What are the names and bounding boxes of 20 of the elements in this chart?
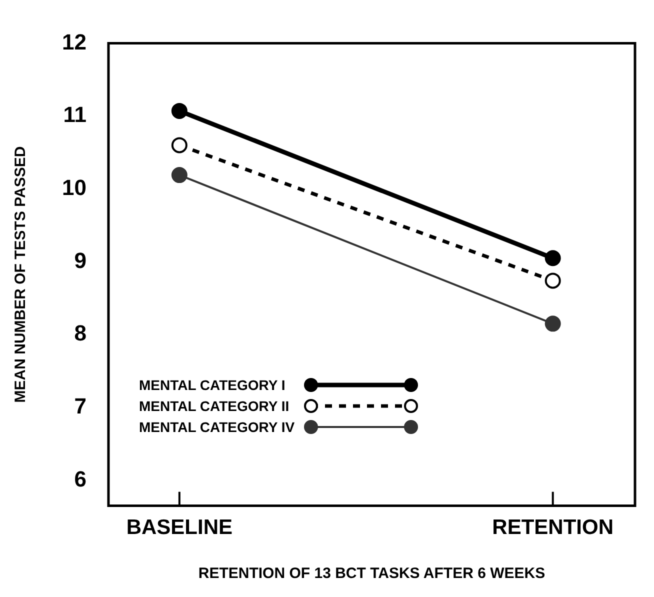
y-tick-label: 9 bbox=[74, 248, 86, 273]
point bbox=[171, 102, 188, 119]
point bbox=[544, 272, 561, 289]
y-tick-label: 8 bbox=[74, 320, 86, 346]
legend-label: MENTAL CATEGORY IV bbox=[139, 418, 296, 436]
y-tick-label: 7 bbox=[74, 394, 86, 419]
x-axis-title: RETENTION OF 13 BCT TASKS AFTER 6 WEEKS bbox=[198, 565, 546, 582]
y-tick-label: 6 bbox=[74, 466, 86, 492]
point bbox=[171, 167, 188, 184]
x-tick-label: RETENTION bbox=[492, 516, 614, 540]
legend-label: MENTAL CATEGORY II bbox=[139, 396, 290, 416]
y-tick-label: 10 bbox=[62, 174, 86, 200]
y-tick-label: 11 bbox=[63, 102, 86, 128]
point bbox=[171, 137, 188, 154]
x-tick-label: BASELINE bbox=[126, 516, 233, 540]
legend-label: MENTAL CATEGORY I bbox=[139, 376, 286, 394]
y-axis-title: MEAN NUMBER OF TESTS PASSED bbox=[12, 146, 30, 403]
point bbox=[544, 316, 561, 332]
y-tick-label: 12 bbox=[62, 29, 86, 54]
point bbox=[544, 250, 561, 266]
